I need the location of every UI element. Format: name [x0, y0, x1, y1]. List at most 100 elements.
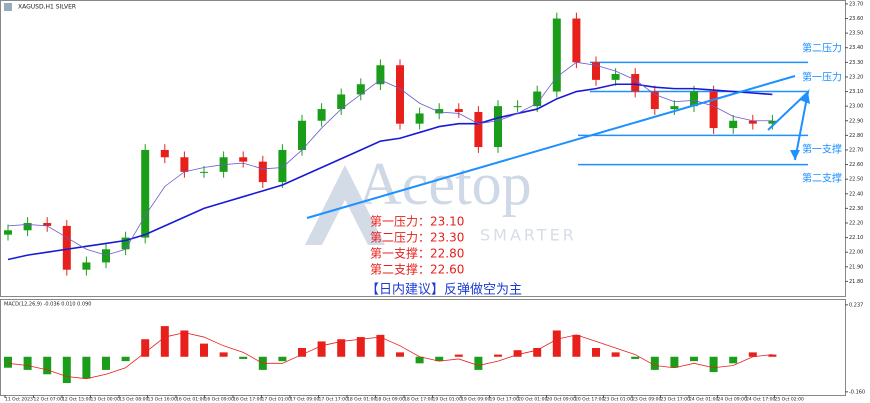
y-tick-label: 23.20	[849, 74, 863, 80]
candle-body	[160, 149, 169, 158]
note: 第二压力：23.30	[370, 231, 464, 245]
candle-body	[709, 91, 718, 129]
x-tick-label: 18 Oct 01:00	[347, 397, 376, 403]
x-tick-label: 23 Oct 09:00	[632, 397, 661, 403]
y-tick-label: 22.70	[849, 147, 863, 153]
macd-bar	[494, 354, 502, 357]
candle-body	[494, 106, 502, 148]
price-panel	[0, 0, 846, 297]
y-tick-label: 22.50	[849, 177, 863, 183]
y-tick-label: 22.90	[849, 118, 863, 124]
y-tick-label: 23.60	[849, 16, 863, 22]
y-tick-label: 23.10	[849, 89, 863, 95]
macd-bar	[748, 352, 757, 357]
macd-bar	[513, 350, 522, 357]
level-label: 第一支撑	[802, 142, 842, 155]
x-tick-label: 19 Oct 01:00	[433, 397, 462, 403]
x-tick-label: 11 Oct 2023	[5, 397, 33, 403]
macd-bar	[631, 356, 640, 359]
x-tick-label: 24 Oct 09:00	[718, 397, 747, 403]
macd-bar	[533, 348, 542, 357]
macd-bar	[592, 348, 600, 357]
x-tick-label: 16 Oct 17:00	[233, 397, 262, 403]
candle-body	[768, 120, 777, 124]
y-tick-label: 22.10	[849, 235, 863, 241]
macd-bar	[278, 356, 287, 362]
y2-tick-label: 0.237	[849, 302, 863, 308]
macd-bar	[102, 356, 110, 370]
candle-body	[141, 149, 150, 238]
level-label: 第二支撑	[802, 172, 842, 185]
candle-body	[337, 94, 346, 110]
x-tick-label: 19 Oct 09:00	[461, 397, 490, 403]
macd-bar	[670, 356, 679, 368]
x-tick-label: 17 Oct 01:00	[262, 397, 291, 403]
macd-bar	[768, 354, 777, 357]
watermark-sub: SMARTER	[480, 226, 577, 245]
x-tick-label: 23 Oct 01:00	[604, 397, 633, 403]
macd-bar	[709, 356, 718, 373]
candle-body	[121, 237, 130, 250]
trend-line	[306, 75, 796, 219]
macd-bar	[200, 343, 208, 357]
candle-body	[611, 74, 620, 80]
candle-body	[572, 18, 581, 63]
candle-body	[200, 171, 208, 173]
chart-title: XAGUSD,H1 SILVER	[18, 4, 76, 11]
x-tick-label: 17 Oct 17:00	[319, 397, 348, 403]
y-tick-label: 23.40	[849, 45, 863, 51]
y-tick-label: 22.40	[849, 191, 863, 197]
candle-body	[748, 120, 757, 124]
macd-bar	[572, 334, 581, 357]
x-tick-label: 20 Oct 17:00	[575, 397, 604, 403]
candle-body	[258, 161, 267, 183]
candle-body	[552, 18, 561, 92]
y-tick-label: 23.70	[849, 1, 863, 7]
macd-bar	[690, 356, 698, 362]
macd-bar	[219, 352, 228, 357]
macd-bar	[611, 352, 620, 357]
x-tick-label: 16 Oct 09:00	[205, 397, 234, 403]
macd-bar	[23, 356, 32, 370]
candle-body	[454, 109, 463, 112]
candle-body	[180, 157, 189, 172]
y-tick-label: 22.00	[849, 250, 863, 256]
y-tick-label: 22.80	[849, 133, 863, 139]
candle-body	[102, 249, 110, 263]
macd-bar	[62, 356, 71, 384]
y2-tick-label: -0.160	[849, 389, 865, 395]
macd-bar	[454, 354, 463, 357]
macd-bar	[474, 356, 483, 370]
y-tick-label: 22.30	[849, 206, 863, 212]
macd-bar	[435, 356, 444, 362]
x-tick-label: 13 Oct 00:00	[91, 397, 120, 403]
macd-bar	[317, 341, 326, 357]
macd-bar	[376, 334, 385, 357]
y-tick-label: 22.20	[849, 220, 863, 226]
x-tick-label: 18 Oct 17:00	[404, 397, 433, 403]
x-tick-label: 19 Oct 17:00	[490, 397, 519, 403]
y-tick-label: 22.60	[849, 162, 863, 168]
candle-body	[592, 62, 600, 80]
macd-bar	[729, 356, 738, 364]
x-tick-label: 23 Oct 17:00	[661, 397, 690, 403]
candle-body	[533, 91, 542, 107]
candle-body	[729, 120, 738, 129]
macd-bar	[552, 330, 561, 357]
candle-body	[23, 222, 32, 231]
candle-body	[650, 91, 659, 110]
watermark-logo	[305, 165, 385, 245]
ma-fast	[7, 61, 773, 256]
macd-bar	[298, 348, 306, 357]
candle-body	[631, 74, 640, 92]
macd-label: MACD(12,26,9) -0.036 0.010 0.090	[4, 302, 92, 308]
candle-body	[435, 109, 444, 114]
candle-body	[82, 262, 91, 270]
macd-bar	[650, 356, 659, 370]
x-tick-label: 12 Oct 15:00	[62, 397, 91, 403]
candle-body	[317, 109, 326, 121]
macd-bar	[415, 356, 424, 364]
macd-bar	[239, 356, 248, 359]
x-tick-label: 12 Oct 07:00	[34, 397, 63, 403]
